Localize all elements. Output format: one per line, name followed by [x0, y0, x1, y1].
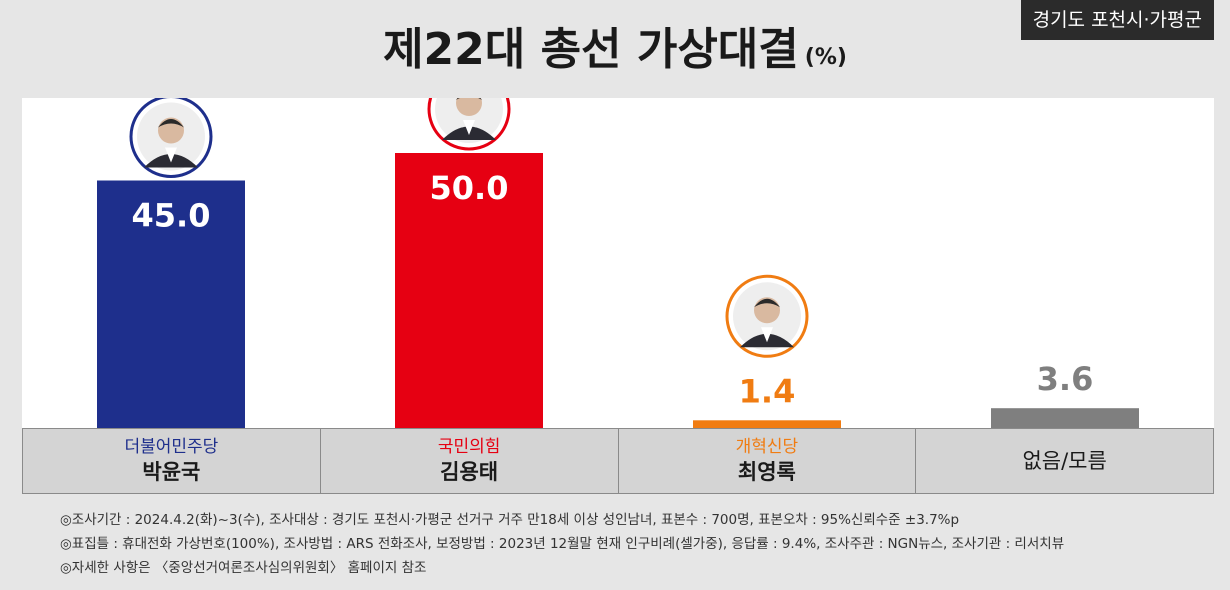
party-label: 더불어민주당 — [124, 437, 219, 457]
party-label: 국민의힘 — [437, 437, 501, 457]
chart-panel: 45.0 50.0 1.4 3.6 — [22, 98, 1214, 428]
category-cell-3: 개혁신당 최영록 — [619, 429, 917, 493]
category-cell-4: 없음/모름 — [916, 429, 1213, 493]
bar-1 — [97, 180, 245, 428]
candidate-photo-2 — [427, 98, 511, 151]
party-label: 개혁신당 — [735, 437, 799, 457]
category-cell-1: 더불어민주당 박윤국 — [23, 429, 321, 493]
category-cell-2: 국민의힘 김용태 — [321, 429, 619, 493]
chart-title-text: 제22대 총선 가상대결 — [383, 24, 799, 75]
value-label-4: 3.6 — [1037, 360, 1094, 398]
value-label-2: 50.0 — [430, 169, 509, 207]
unit-label: (%) — [804, 45, 847, 70]
bar-2 — [395, 153, 543, 428]
region-badge: 경기도 포천시·가평군 — [1020, 0, 1214, 40]
note-line: ◎자세한 사항은 〈중앙선거여론조사심의위원회〉 홈페이지 참조 — [60, 560, 427, 576]
bar-4 — [991, 408, 1139, 428]
candidate-name: 박윤국 — [142, 460, 201, 484]
value-label-1: 45.0 — [132, 197, 211, 235]
category-name: 없음/모름 — [1022, 449, 1107, 473]
candidate-name: 최영록 — [737, 460, 796, 484]
category-label-row: 더불어민주당 박윤국 국민의힘 김용태 개혁신당 최영록 없음/모름 — [22, 428, 1214, 494]
candidate-name: 김용태 — [440, 460, 499, 484]
candidate-photo-3 — [725, 274, 809, 358]
candidate-photo-1 — [129, 98, 213, 178]
bar-3 — [693, 420, 841, 428]
value-label-3: 1.4 — [739, 372, 796, 410]
chart-title: 제22대 총선 가상대결 (%) — [0, 20, 1230, 88]
bar-chart: 45.0 50.0 1.4 3.6 — [97, 98, 1139, 428]
note-line: ◎조사기간 : 2024.4.2(화)~3(수), 조사대상 : 경기도 포천시… — [60, 512, 960, 528]
survey-notes: ◎조사기간 : 2024.4.2(화)~3(수), 조사대상 : 경기도 포천시… — [60, 508, 1064, 580]
note-line: ◎표집틀 : 휴대전화 가상번호(100%), 조사방법 : ARS 전화조사,… — [60, 536, 1065, 552]
